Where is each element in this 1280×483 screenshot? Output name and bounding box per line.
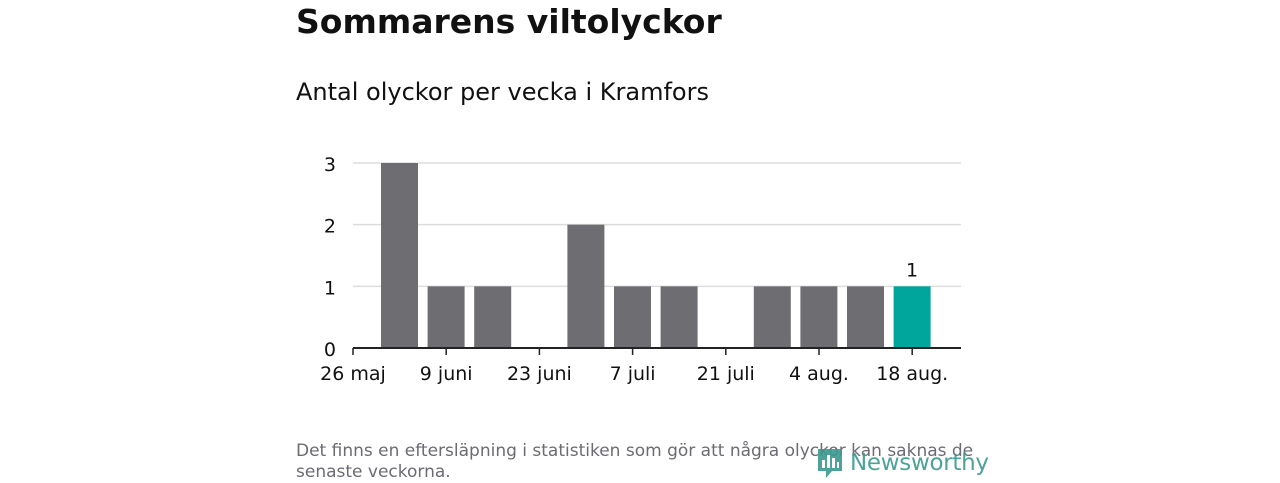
x-tick-label: 4 aug. bbox=[789, 363, 849, 385]
chart-logo-icon bbox=[818, 449, 842, 478]
bar bbox=[753, 286, 791, 348]
x-tick-label: 18 aug. bbox=[876, 363, 948, 385]
y-tick-label: 3 bbox=[324, 154, 336, 176]
y-tick-label: 0 bbox=[324, 339, 336, 361]
bar bbox=[660, 286, 698, 348]
chart-title: Sommarens viltolyckor bbox=[296, 2, 722, 41]
y-tick-label: 1 bbox=[324, 277, 336, 299]
bar bbox=[427, 286, 465, 348]
brand-name: Newsworthy bbox=[850, 450, 989, 476]
bar-value-label: 1 bbox=[906, 259, 918, 281]
chart-subtitle: Antal olyckor per vecka i Kramfors bbox=[296, 78, 709, 106]
x-tick-label: 9 juni bbox=[420, 363, 473, 385]
highlighted-bar bbox=[893, 286, 931, 348]
x-tick-label: 23 juni bbox=[507, 363, 572, 385]
newsworthy-logo: Newsworthy bbox=[816, 446, 989, 480]
y-tick-label: 2 bbox=[324, 216, 336, 238]
bar bbox=[381, 163, 418, 348]
x-tick-label: 21 juli bbox=[697, 363, 755, 385]
bar bbox=[847, 286, 884, 348]
bar bbox=[800, 286, 838, 348]
bar bbox=[474, 286, 512, 348]
footnote: Det finns en eftersläpning i statistiken… bbox=[296, 441, 974, 482]
bar bbox=[567, 224, 605, 348]
bar bbox=[614, 286, 651, 348]
x-tick-label: 26 maj bbox=[320, 363, 386, 385]
x-tick-label: 7 juli bbox=[610, 363, 656, 385]
